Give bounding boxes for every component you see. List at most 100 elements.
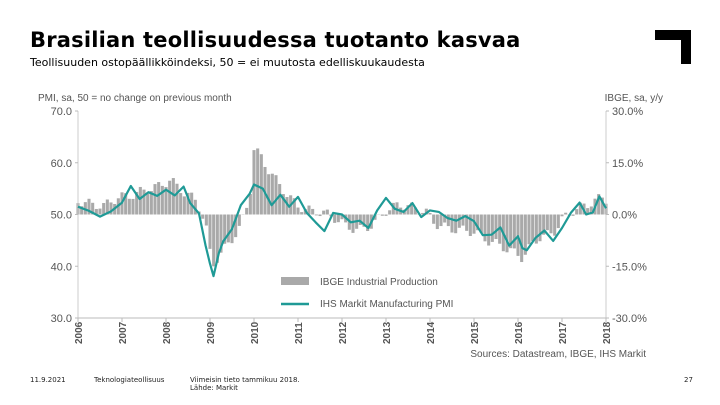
ibge-bar — [252, 150, 256, 215]
ibge-bar — [395, 202, 399, 215]
ibge-bar — [410, 202, 414, 215]
ibge-bar — [589, 206, 593, 215]
ibge-bar — [267, 174, 271, 215]
ibge-bar — [259, 154, 263, 215]
ibge-bar — [322, 210, 326, 215]
ibge-bar — [179, 193, 183, 215]
ibge-bar — [520, 214, 524, 263]
x-tick-label: 2016 — [514, 321, 525, 344]
ibge-bar — [388, 210, 392, 215]
ibge-bar — [483, 214, 487, 242]
x-tick-label: 2012 — [338, 321, 349, 344]
ibge-bar — [314, 214, 318, 216]
ibge-bar — [597, 194, 601, 215]
ibge-bar — [600, 197, 604, 215]
ibge-bar — [468, 214, 472, 237]
ibge-bar — [586, 208, 590, 215]
legend-label-ibge: IBGE Industrial Production — [320, 277, 438, 288]
ibge-bar — [472, 214, 476, 234]
ibge-bar — [534, 214, 538, 244]
x-tick-label: 2013 — [382, 321, 393, 344]
ibge-bar — [542, 214, 546, 235]
ibge-bar — [512, 214, 516, 249]
legend-label-pmi: IHS Markit Manufacturing PMI — [320, 299, 453, 310]
ibge-bar — [102, 203, 106, 215]
ibge-bar — [208, 214, 212, 249]
ibge-bar — [245, 207, 249, 215]
ibge-bar — [505, 214, 509, 253]
ibge-bar — [454, 214, 458, 234]
ibge-bar — [333, 214, 337, 223]
ibge-bar — [439, 214, 443, 227]
left-tick-label: 50.0 — [51, 210, 72, 222]
ibge-bar — [340, 214, 344, 220]
ibge-bar — [226, 214, 230, 243]
ibge-bar — [358, 214, 362, 225]
ibge-bar — [91, 202, 95, 215]
ibge-bar — [476, 214, 480, 231]
ibge-bar — [553, 214, 557, 236]
ibge-bar — [325, 209, 329, 215]
ibge-bar — [80, 206, 84, 215]
footer-note-line2: Lähde: Markit — [190, 384, 238, 392]
ibge-bar — [237, 214, 241, 226]
ibge-bar — [146, 193, 150, 215]
ibge-bar — [201, 214, 205, 219]
ibge-bar — [274, 175, 278, 215]
ibge-bar — [160, 185, 164, 215]
x-tick-label: 2014 — [426, 321, 437, 344]
x-tick-label: 2008 — [162, 321, 173, 344]
left-tick-label: 60.0 — [51, 158, 72, 170]
slide-title: Brasilian teollisuudessa tuotanto kasvaa — [30, 28, 521, 52]
ibge-bar — [168, 180, 172, 215]
ibge-bar — [575, 209, 579, 215]
ibge-bar — [457, 214, 461, 228]
ibge-bar — [461, 214, 465, 226]
x-tick-label: 2017 — [558, 321, 569, 344]
ibge-bar — [531, 214, 535, 242]
ibge-bar — [362, 214, 366, 227]
ibge-bar — [307, 205, 311, 215]
footer-note: Viimeisin tieto tammikuu 2018. Lähde: Ma… — [190, 376, 300, 392]
ibge-bar — [300, 212, 304, 215]
right-tick-label: -30.0% — [612, 313, 647, 325]
ibge-bar — [549, 214, 553, 234]
footer-date: 11.9.2021 — [30, 376, 66, 384]
ibge-bar — [487, 214, 491, 246]
ibge-bar — [182, 196, 186, 215]
ibge-bar — [278, 184, 282, 215]
left-tick-label: 40.0 — [51, 261, 72, 273]
page-number: 27 — [684, 376, 693, 384]
ibge-bar — [109, 202, 113, 215]
ibge-bar — [424, 208, 428, 215]
right-tick-label: 15.0% — [612, 158, 643, 170]
ibge-bar — [149, 191, 153, 215]
ibge-bar — [318, 214, 322, 217]
ibge-bar — [87, 198, 91, 215]
left-axis-title: PMI, sa, 50 = no change on previous mont… — [38, 93, 232, 104]
ibge-bar — [193, 199, 197, 215]
right-axis-title: IBGE, sa, y/y — [605, 93, 663, 104]
right-tick-label: 0.0% — [612, 210, 637, 222]
ibge-bar — [285, 197, 289, 215]
x-tick-label: 2010 — [250, 321, 261, 344]
ibge-bar — [135, 191, 139, 215]
legend-swatch-ibge — [281, 277, 309, 285]
ibge-bar — [234, 214, 238, 238]
ibge-bar — [450, 214, 454, 233]
ibge-bar — [219, 214, 223, 253]
ibge-bar — [131, 198, 135, 215]
ibge-bar — [494, 214, 498, 240]
ibge-bar — [281, 194, 285, 215]
ibge-bar — [538, 214, 542, 242]
ibge-bar — [443, 214, 447, 223]
slide-subtitle: Teollisuuden ostopäällikköindeksi, 50 = … — [30, 56, 425, 69]
ibge-bar — [127, 198, 131, 215]
ibge-bar — [215, 214, 219, 263]
ibge-bar — [204, 214, 208, 226]
ibge-bar — [98, 208, 102, 215]
ibge-bar — [479, 214, 483, 233]
ibge-bar — [223, 214, 227, 244]
ibge-bar — [311, 208, 315, 215]
left-tick-label: 30.0 — [51, 313, 72, 325]
